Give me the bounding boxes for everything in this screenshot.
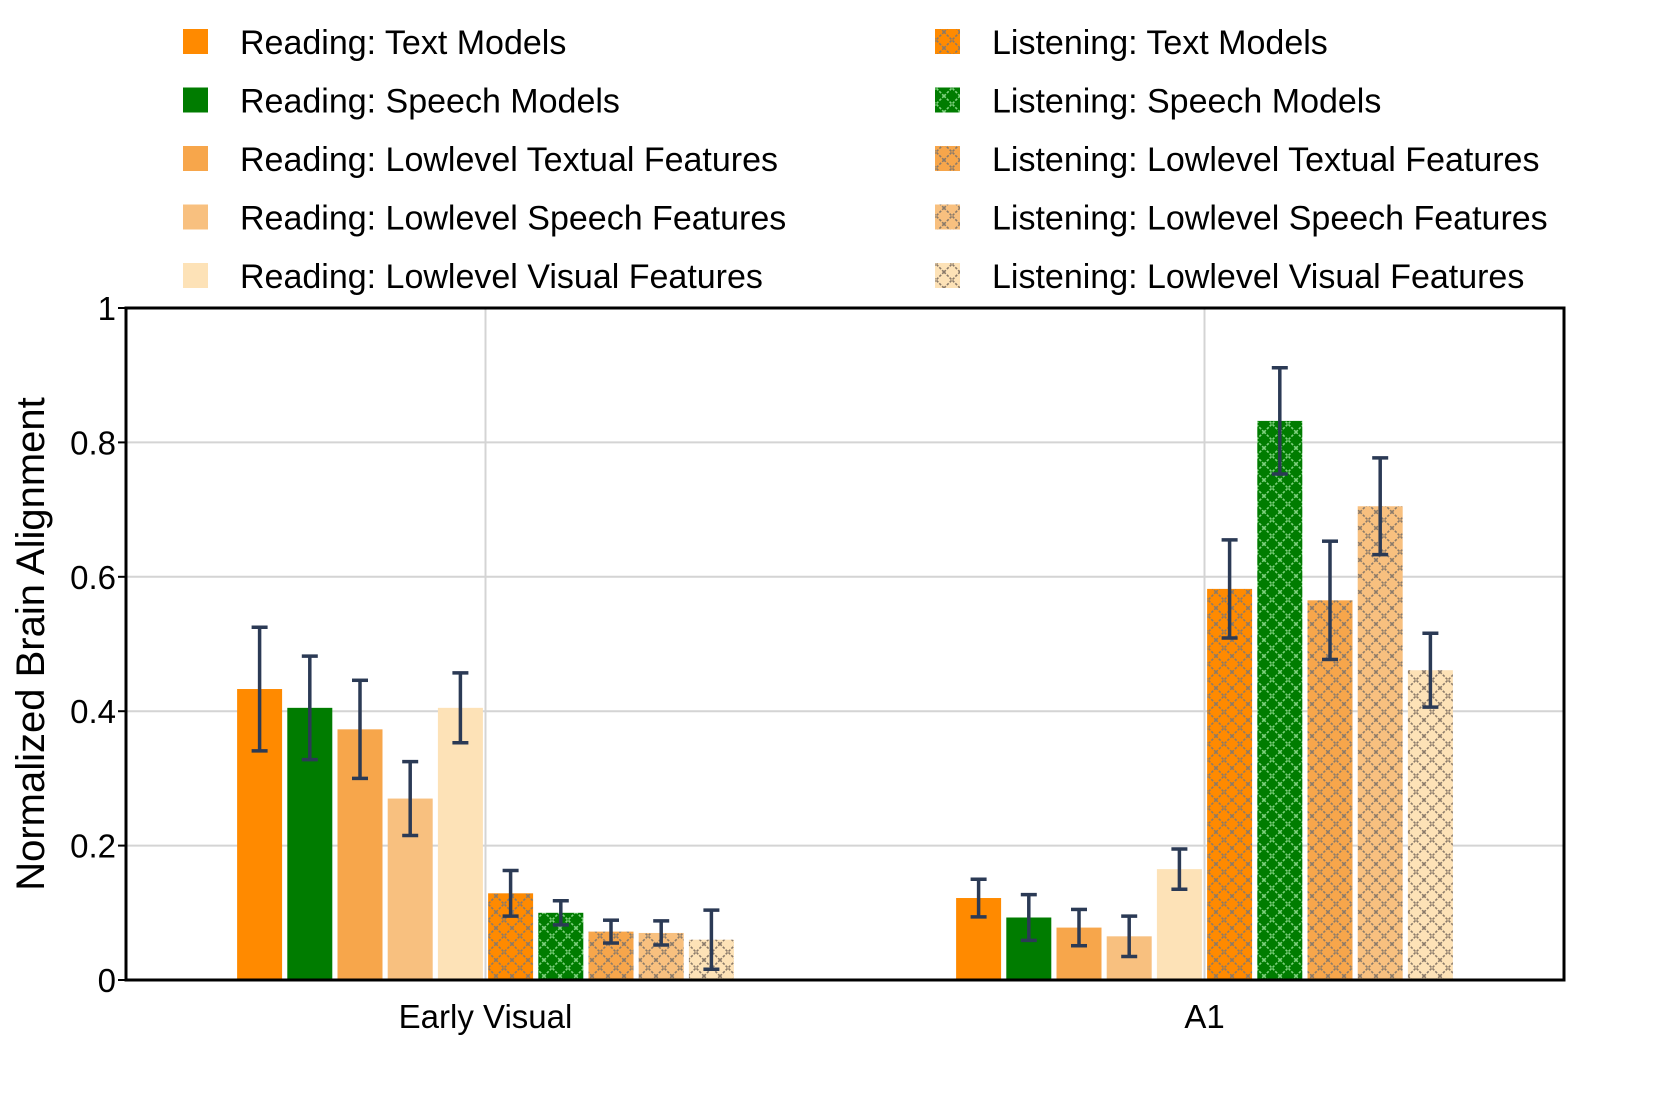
legend-swatch-reading-speech-models xyxy=(183,87,208,113)
legend-label-listening-lowlevel-textual-features: Listening: Lowlevel Textual Features xyxy=(992,141,1539,179)
error-bar-listening-text-models-early-visual xyxy=(502,868,519,918)
error-bar-reading-text-models-a1 xyxy=(970,877,987,919)
error-bar-reading-speech-models-early-visual xyxy=(301,654,318,762)
bar-listening-lowlevel-speech-features-a1 xyxy=(1357,506,1403,980)
error-bar-listening-lowlevel-visual-features-early-visual xyxy=(703,908,720,971)
legend-swatch-listening-lowlevel-visual-features xyxy=(935,263,960,288)
y-tick-label: 0.8 xyxy=(70,424,116,461)
error-bar-reading-lowlevel-textual-features-a1 xyxy=(1071,907,1087,948)
x-tick-label-a1: A1 xyxy=(1184,998,1224,1035)
y-tick-label: 0.6 xyxy=(70,559,116,596)
bar-listening-lowlevel-textual-features-a1 xyxy=(1307,600,1353,980)
legend-label-listening-lowlevel-visual-features: Listening: Lowlevel Visual Features xyxy=(992,258,1524,296)
y-axis-ticks: 0 0.2 0.4 0.6 0.8 1 xyxy=(70,290,126,999)
error-bar-reading-lowlevel-textual-features-early-visual xyxy=(352,678,368,781)
error-bar-reading-text-models-early-visual xyxy=(251,625,268,753)
y-tick-label: 0.4 xyxy=(70,693,116,730)
legend-label-reading-lowlevel-textual-features: Reading: Lowlevel Textual Features xyxy=(240,141,778,179)
bar-listening-speech-models-a1 xyxy=(1257,420,1303,980)
legend-swatch-reading-lowlevel-speech-features xyxy=(183,204,208,230)
y-tick-label: 0 xyxy=(98,962,116,999)
error-bar-listening-speech-models-a1 xyxy=(1271,366,1288,476)
bar-reading-lowlevel-visual-features-early-visual xyxy=(437,707,483,980)
legend-label-reading-speech-models: Reading: Speech Models xyxy=(240,83,620,121)
legend-swatch-reading-lowlevel-textual-features xyxy=(183,146,208,171)
bars xyxy=(237,420,1453,980)
error-bars xyxy=(251,366,1439,971)
bar-listening-text-models-a1 xyxy=(1207,588,1253,980)
legend-label-reading-lowlevel-visual-features: Reading: Lowlevel Visual Features xyxy=(240,258,763,296)
x-tick-label-early-visual: Early Visual xyxy=(399,998,573,1035)
legend-label-listening-text-models: Listening: Text Models xyxy=(992,24,1328,62)
legend-label-reading-text-models: Reading: Text Models xyxy=(240,24,566,62)
error-bar-listening-lowlevel-visual-features-a1 xyxy=(1422,631,1439,709)
legend-label-listening-lowlevel-speech-features: Listening: Lowlevel Speech Features xyxy=(992,200,1548,238)
plot-frame xyxy=(124,306,1566,982)
y-tick-label: 0.2 xyxy=(70,828,116,865)
error-bar-listening-lowlevel-textual-features-early-visual xyxy=(603,918,619,945)
legend-swatch-listening-lowlevel-speech-features xyxy=(935,204,960,230)
error-bar-reading-lowlevel-visual-features-a1 xyxy=(1171,847,1188,892)
y-axis-label: Normalized Brain Alignment xyxy=(9,397,53,891)
error-bar-listening-text-models-a1 xyxy=(1221,538,1238,640)
error-bar-reading-speech-models-a1 xyxy=(1020,892,1037,943)
error-bar-reading-lowlevel-speech-features-a1 xyxy=(1121,914,1138,959)
error-bar-listening-lowlevel-speech-features-early-visual xyxy=(653,919,670,947)
legend-swatch-listening-lowlevel-textual-features xyxy=(935,146,960,171)
legend-swatch-reading-text-models xyxy=(183,29,208,54)
error-bar-reading-lowlevel-visual-features-early-visual xyxy=(452,671,469,745)
bar-listening-lowlevel-visual-features-a1 xyxy=(1407,670,1453,980)
error-bar-listening-lowlevel-textual-features-a1 xyxy=(1322,539,1338,662)
error-bar-listening-lowlevel-speech-features-a1 xyxy=(1372,456,1389,557)
legend-label-reading-lowlevel-speech-features: Reading: Lowlevel Speech Features xyxy=(240,200,786,238)
x-axis-ticks: Early Visual A1 xyxy=(399,998,1225,1035)
legend: Reading: Text Models Reading: Speech Mode… xyxy=(183,24,1548,296)
legend-swatch-listening-speech-models xyxy=(935,87,960,113)
legend-swatch-reading-lowlevel-visual-features xyxy=(183,263,208,288)
error-bar-listening-speech-models-early-visual xyxy=(552,898,569,927)
legend-swatch-listening-text-models xyxy=(935,29,960,54)
legend-label-listening-speech-models: Listening: Speech Models xyxy=(992,83,1381,121)
y-tick-label: 1 xyxy=(98,290,116,327)
error-bar-reading-lowlevel-speech-features-early-visual xyxy=(402,759,419,838)
